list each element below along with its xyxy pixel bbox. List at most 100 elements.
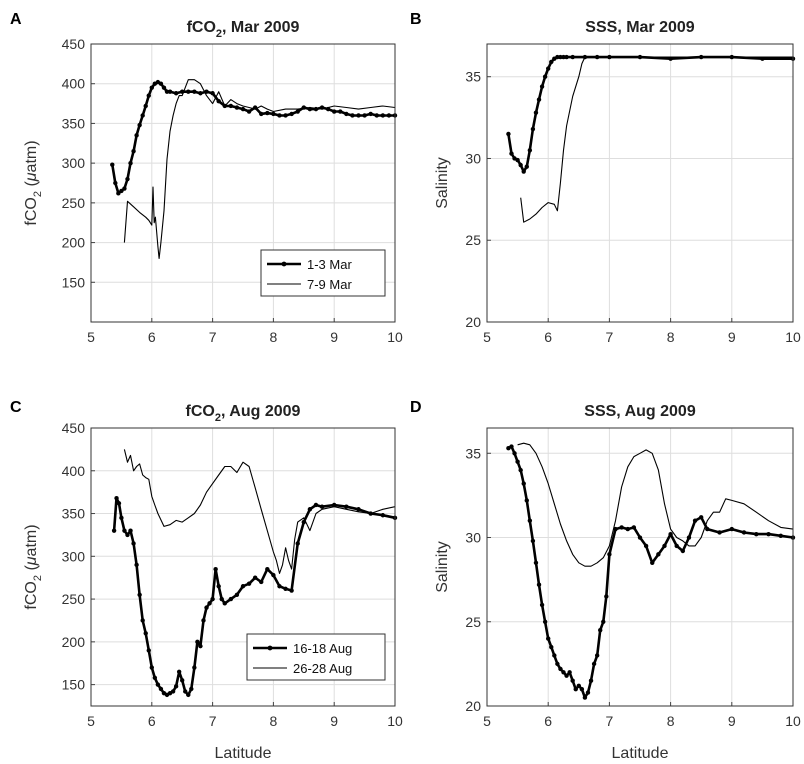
series-point xyxy=(240,106,246,112)
series-point xyxy=(259,579,264,585)
x-tick-label: 7 xyxy=(209,713,217,729)
axes-box xyxy=(90,427,396,707)
series-point xyxy=(674,543,679,549)
series-point xyxy=(140,618,145,623)
series-point xyxy=(201,618,206,623)
series-point xyxy=(542,619,548,624)
panel-title-subscript: 2 xyxy=(216,28,222,40)
series-point xyxy=(283,586,288,592)
series-point xyxy=(149,665,154,670)
series-point xyxy=(180,678,185,683)
series-point xyxy=(552,653,557,658)
series-point xyxy=(195,639,200,645)
x-tick-label: 7 xyxy=(606,329,614,345)
x-axis-label: Latitude xyxy=(612,745,669,762)
series-point xyxy=(518,467,523,473)
series-point xyxy=(549,644,554,650)
series-point xyxy=(210,91,215,96)
series-point xyxy=(113,180,118,186)
x-tick-label: 5 xyxy=(483,329,491,345)
series-point xyxy=(128,160,133,166)
series-point xyxy=(607,552,612,557)
series-point xyxy=(146,648,151,653)
series-point xyxy=(186,692,191,698)
x-tick-label: 10 xyxy=(785,329,801,345)
x-tick-label: 5 xyxy=(483,713,491,729)
panel-letter: A xyxy=(10,11,22,28)
series-point xyxy=(521,169,526,174)
x-tick-label: 6 xyxy=(544,329,552,345)
series-point xyxy=(515,157,520,163)
series-point xyxy=(699,515,704,520)
y-axis-label-greek: μ xyxy=(23,172,40,182)
panel-letter: B xyxy=(410,11,422,28)
series-point xyxy=(567,670,572,675)
series-point xyxy=(380,113,386,118)
y-tick-label: 200 xyxy=(62,235,86,251)
x-tick-label: 9 xyxy=(330,329,338,345)
y-tick-label: 400 xyxy=(62,76,86,92)
series-point xyxy=(591,661,597,667)
series-point xyxy=(283,113,288,118)
series-point xyxy=(289,111,294,117)
y-tick-label: 450 xyxy=(62,420,86,436)
series-point xyxy=(277,584,282,589)
series-point xyxy=(558,54,563,60)
series-point xyxy=(598,627,603,633)
y-tick-label: 250 xyxy=(62,591,86,607)
x-tick-label: 9 xyxy=(728,329,736,345)
y-axis-label: fCO2 (μatm) xyxy=(23,524,44,609)
legend-marker xyxy=(267,645,273,651)
series-point xyxy=(140,113,145,118)
panel-title-subscript: 2 xyxy=(215,412,221,424)
y-axis-label: fCO2 (μatm) xyxy=(23,140,44,225)
series-point xyxy=(289,588,294,593)
x-axis-label: Latitude xyxy=(215,745,272,762)
x-tick-label: 7 xyxy=(606,713,614,729)
series-point xyxy=(380,513,386,518)
series-point xyxy=(705,526,710,532)
y-tick-label: 25 xyxy=(465,614,481,630)
series-point xyxy=(210,596,215,602)
series-point xyxy=(110,162,115,167)
series-point xyxy=(564,54,569,60)
x-tick-label: 10 xyxy=(387,329,403,345)
series-point xyxy=(588,678,594,683)
series-point xyxy=(143,631,148,636)
series-point xyxy=(350,113,355,118)
series-point xyxy=(625,526,630,532)
panel-letter: C xyxy=(10,399,22,416)
series-point xyxy=(222,601,227,606)
x-tick-label: 6 xyxy=(148,329,156,345)
axes-box xyxy=(486,427,794,707)
series-point xyxy=(173,684,179,689)
series-point xyxy=(228,596,234,602)
series-line xyxy=(123,79,396,260)
series-point xyxy=(386,113,392,118)
series-point xyxy=(506,131,511,137)
series-point xyxy=(313,502,319,508)
y-tick-label: 30 xyxy=(465,530,481,546)
series-point xyxy=(650,560,655,565)
legend-label: 1-3 Mar xyxy=(307,257,352,272)
series-point xyxy=(680,548,686,554)
panel-title-main: fCO xyxy=(187,19,216,36)
series-point xyxy=(579,686,585,692)
y-axis-label-subscript: 2 xyxy=(32,575,44,581)
x-tick-label: 10 xyxy=(387,713,403,729)
x-tick-label: 9 xyxy=(728,713,736,729)
series-point xyxy=(539,602,545,608)
series-point xyxy=(131,541,136,546)
y-axis-label-rest: ( xyxy=(23,181,40,191)
series-point xyxy=(319,504,325,509)
legend-label: 16-18 Aug xyxy=(293,641,352,656)
series-point xyxy=(585,690,591,695)
series-point xyxy=(558,666,563,672)
series-point xyxy=(307,507,313,512)
series-point xyxy=(137,122,142,128)
panel-title-main: fCO xyxy=(186,403,215,420)
panel-D: 5 6 7 8 9 10 20 25 30 35 D SSS, Aug 2009 Salinity Lat… xyxy=(410,399,801,762)
series-point xyxy=(143,103,148,109)
series-point xyxy=(265,110,270,116)
